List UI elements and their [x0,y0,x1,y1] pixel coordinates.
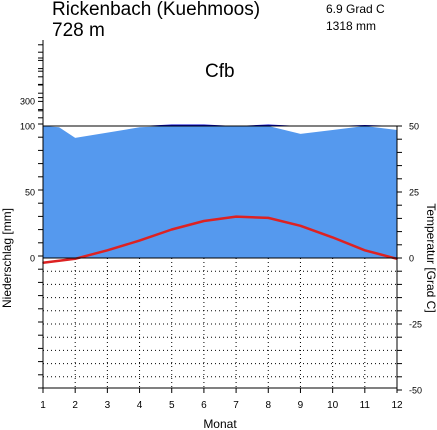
temperature-line [42,215,398,265]
left-tick-label: 100 [20,122,35,132]
x-tick-label: 3 [105,400,111,411]
x-axis-label: Monat [203,417,237,430]
annual-precipitation: 1318 mm [326,19,377,33]
right-tick-label: 25 [409,188,419,198]
x-tick-label: 4 [137,400,143,411]
right-tick-label: 0 [409,254,414,264]
temperature-point [203,220,205,222]
mean-temperature: 6.9 Grad C [326,2,385,16]
temperature-point [235,215,237,218]
x-tick-label: 1 [40,400,46,411]
temperature-point [299,224,302,227]
x-tick-label: 5 [169,400,175,411]
right-tick-label: 50 [409,122,419,132]
x-tick-label: 12 [391,400,403,411]
x-tick-label: 11 [360,400,371,411]
temperature-point [267,217,270,219]
temperature-point [106,249,109,252]
station-elevation: 728 m [52,20,105,41]
precipitation-area [43,126,397,258]
precipitation-excess-area [43,124,397,126]
data-marks [42,124,398,265]
climate-class-label: Cfb [205,61,235,82]
temperature-point [364,249,366,252]
temperature-point [138,239,141,242]
temperature-point [331,236,334,239]
x-tick-label: 7 [233,400,239,411]
right-axis-label: Temperatur [Grad C] [424,203,437,312]
station-name: Rickenbach (Kuehmoos) [52,0,261,20]
left-tick-label: 300 [20,97,35,107]
right-tick-label: -25 [409,320,422,330]
left-tick-label: 50 [25,188,35,198]
x-tick-label: 6 [201,400,207,411]
x-tick-label: 2 [72,400,78,411]
axes: Monat Niederschlag [mm] Temperatur [Grad… [0,40,437,430]
x-tick-label: 10 [327,400,339,411]
temperature-point [170,228,173,231]
x-tick-label: 8 [265,400,271,411]
left-axis-label: Niederschlag [mm] [0,208,14,308]
x-tick-label: 9 [298,400,304,411]
right-tick-label: -50 [409,386,422,396]
left-tick-label: 0 [30,254,35,264]
